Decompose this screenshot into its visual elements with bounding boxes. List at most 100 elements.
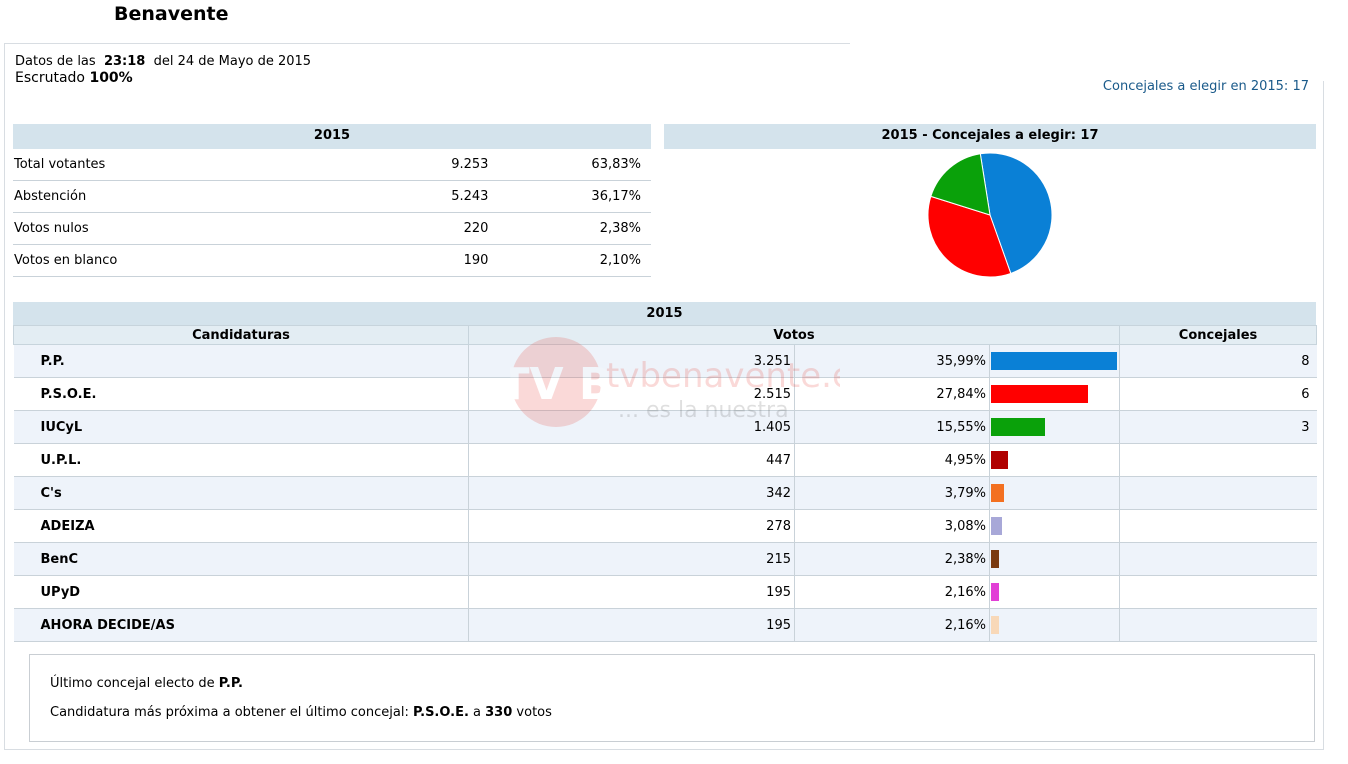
party-bar xyxy=(991,550,999,568)
result-row: C's 342 3,79% xyxy=(13,476,1317,510)
party-pct: 3,79% xyxy=(794,476,990,510)
party-name: BenC xyxy=(13,542,469,576)
summary-label: Votos nulos xyxy=(13,212,318,245)
last-seat-party: P.P. xyxy=(218,676,243,691)
party-bar-cell xyxy=(989,608,1121,642)
result-row: P.P. 3.251 35,99% 8 xyxy=(13,344,1317,378)
party-pct: 3,08% xyxy=(794,509,990,543)
party-pct: 15,55% xyxy=(794,410,990,444)
summary-row: Total votantes 9.253 63,83% xyxy=(13,149,651,181)
party-votes: 342 xyxy=(468,476,795,510)
concejales-link[interactable]: Concejales a elegir en 2015: 17 xyxy=(1102,79,1309,94)
party-bar-cell xyxy=(989,476,1121,510)
summary-header: 2015 xyxy=(13,124,651,149)
summary-label: Abstención xyxy=(13,180,318,213)
party-votes: 195 xyxy=(468,575,795,609)
seats-pie-chart xyxy=(927,152,1053,278)
result-row: UPyD 195 2,16% xyxy=(13,575,1317,609)
next-seat-line: Candidatura más próxima a obtener el últ… xyxy=(50,705,552,720)
party-bar xyxy=(991,451,1008,469)
party-seats xyxy=(1119,509,1317,543)
party-votes: 195 xyxy=(468,608,795,642)
pie-slice xyxy=(979,152,1053,275)
party-pct: 35,99% xyxy=(794,344,990,378)
col-candidaturas: Candidaturas xyxy=(13,325,469,345)
party-votes: 278 xyxy=(468,509,795,543)
summary-row: Votos en blanco 190 2,10% xyxy=(13,244,651,277)
party-bar-cell xyxy=(989,377,1121,411)
party-seats: 8 xyxy=(1119,344,1317,378)
party-pct: 2,16% xyxy=(794,608,990,642)
party-name: AHORA DECIDE/AS xyxy=(13,608,469,642)
summary-label: Total votantes xyxy=(13,149,318,181)
summary-row: Abstención 5.243 36,17% xyxy=(13,180,651,213)
scrutiny-prefix: Escrutado xyxy=(15,70,85,86)
summary-pct: 2,38% xyxy=(488,212,651,245)
party-bar-cell xyxy=(989,542,1121,576)
result-row: ADEIZA 278 3,08% xyxy=(13,509,1317,543)
data-time-line: Datos de las 23:18 del 24 de Mayo de 201… xyxy=(15,53,311,70)
party-pct: 2,38% xyxy=(794,542,990,576)
next-seat-prefix: Candidatura más próxima a obtener el últ… xyxy=(50,705,409,720)
party-bar xyxy=(991,517,1002,535)
party-bar-cell xyxy=(989,410,1121,444)
party-bar xyxy=(991,385,1088,403)
party-pct: 2,16% xyxy=(794,575,990,609)
summary-value: 220 xyxy=(317,212,489,245)
party-name: ADEIZA xyxy=(13,509,469,543)
data-time: 23:18 xyxy=(103,54,146,69)
party-votes: 447 xyxy=(468,443,795,477)
party-seats: 3 xyxy=(1119,410,1317,444)
results-header: 2015 xyxy=(13,302,1316,325)
summary-value: 5.243 xyxy=(317,180,489,213)
party-seats xyxy=(1119,542,1317,576)
scrutiny-value: 100% xyxy=(89,70,133,86)
summary-value: 190 xyxy=(317,244,489,277)
next-seat-mid: a xyxy=(473,705,481,720)
col-concejales: Concejales xyxy=(1119,325,1318,345)
party-pct: 4,95% xyxy=(794,443,990,477)
party-seats: 6 xyxy=(1119,377,1317,411)
party-bar-cell xyxy=(989,575,1121,609)
party-bar xyxy=(991,583,999,601)
data-info: Datos de las 23:18 del 24 de Mayo de 201… xyxy=(15,53,311,87)
page-title: Benavente xyxy=(114,3,229,25)
panel-top-border xyxy=(4,43,850,44)
summary-label: Votos en blanco xyxy=(13,244,318,277)
party-seats xyxy=(1119,476,1317,510)
party-bar xyxy=(991,352,1117,370)
party-name: UPyD xyxy=(13,575,469,609)
result-row: P.S.O.E. 2.515 27,84% 6 xyxy=(13,377,1317,411)
party-votes: 215 xyxy=(468,542,795,576)
party-bar xyxy=(991,616,999,634)
party-votes: 1.405 xyxy=(468,410,795,444)
next-seat-votes: 330 xyxy=(485,705,513,720)
party-votes: 3.251 xyxy=(468,344,795,378)
party-bar-cell xyxy=(989,344,1121,378)
party-name: U.P.L. xyxy=(13,443,469,477)
last-seat-box: Último concejal electo de P.P. Candidatu… xyxy=(29,654,1315,742)
next-seat-suffix: votos xyxy=(516,705,552,720)
pie-slice xyxy=(930,153,991,216)
last-seat-line: Último concejal electo de P.P. xyxy=(50,676,243,691)
scrutiny-line: Escrutado 100% xyxy=(15,70,311,87)
summary-value: 9.253 xyxy=(317,149,489,181)
party-name: P.P. xyxy=(13,344,469,378)
summary-pct: 63,83% xyxy=(488,149,651,181)
summary-table: Total votantes 9.253 63,83% Abstención 5.243… xyxy=(13,149,651,277)
party-bar-cell xyxy=(989,509,1121,543)
summary-pct: 36,17% xyxy=(488,180,651,213)
results-table: Candidaturas Votos Concejales P.P. 3.251 3… xyxy=(13,325,1318,642)
pie-header: 2015 - Concejales a elegir: 17 xyxy=(664,124,1316,149)
party-bar xyxy=(991,484,1004,502)
col-votos: Votos xyxy=(467,325,1121,345)
data-prefix: Datos de las xyxy=(15,54,96,69)
panel-border-gap xyxy=(1300,43,1330,81)
data-date: del 24 de Mayo de 2015 xyxy=(153,54,312,69)
party-seats xyxy=(1119,608,1317,642)
result-row: U.P.L. 447 4,95% xyxy=(13,443,1317,477)
party-name: P.S.O.E. xyxy=(13,377,469,411)
party-seats xyxy=(1119,575,1317,609)
summary-pct: 2,10% xyxy=(488,244,651,277)
summary-row: Votos nulos 220 2,38% xyxy=(13,212,651,245)
